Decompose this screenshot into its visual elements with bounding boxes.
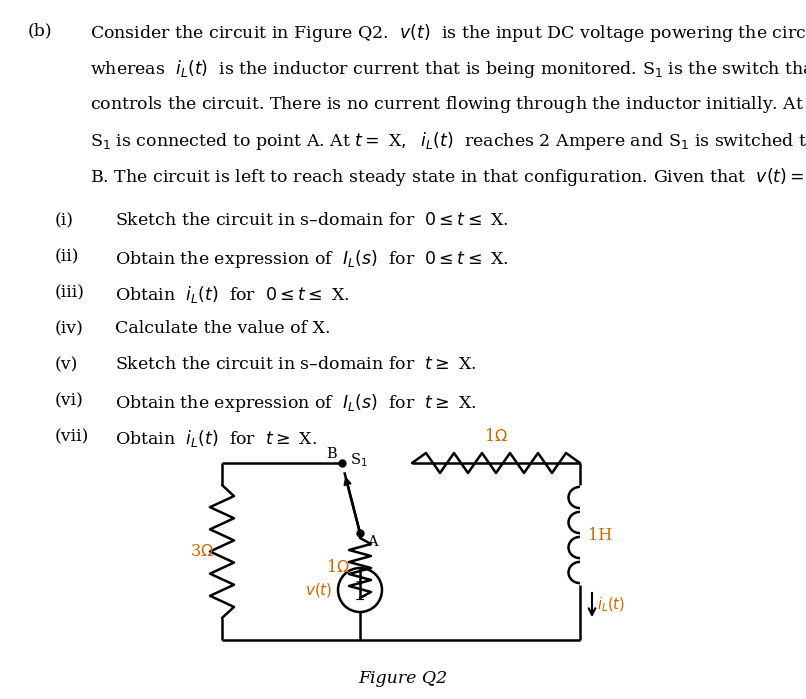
Text: Obtain  $i_L(t)$  for  $0 \leq t \leq$ X.: Obtain $i_L(t)$ for $0 \leq t \leq$ X. [115, 284, 350, 305]
Text: Figure Q2: Figure Q2 [359, 670, 447, 687]
Text: Obtain the expression of  $I_L(s)$  for  $t \geq$ X.: Obtain the expression of $I_L(s)$ for $t… [115, 392, 476, 414]
Text: S$_1$ is connected to point A. At $t =$ X$,$  $i_L(t)$  reaches 2 Ampere and S$_: S$_1$ is connected to point A. At $t =$ … [90, 130, 806, 152]
Text: B. The circuit is left to reach steady state in that configuration. Given that  : B. The circuit is left to reach steady s… [90, 166, 806, 188]
Text: (vi): (vi) [55, 392, 84, 409]
Text: +: + [355, 575, 365, 589]
Text: (iii): (iii) [55, 284, 85, 301]
Text: 1$\Omega$: 1$\Omega$ [326, 559, 350, 577]
Text: $v(t)$: $v(t)$ [305, 581, 333, 599]
Text: S$_1$: S$_1$ [350, 451, 368, 469]
Text: $i_L(t)$: $i_L(t)$ [597, 596, 625, 614]
Text: (v): (v) [55, 356, 78, 373]
Text: (ii): (ii) [55, 248, 80, 265]
Text: (iv): (iv) [55, 320, 84, 337]
Text: 3$\Omega$: 3$\Omega$ [190, 543, 214, 560]
Text: (i): (i) [55, 212, 74, 229]
Text: whereas  $i_L(t)$  is the inductor current that is being monitored. S$_1$ is the: whereas $i_L(t)$ is the inductor current… [90, 58, 806, 80]
Text: $-$: $-$ [355, 593, 366, 605]
Text: 1H: 1H [588, 526, 613, 544]
Text: Obtain the expression of  $I_L(s)$  for  $0 \leq t \leq$ X.: Obtain the expression of $I_L(s)$ for $0… [115, 248, 509, 270]
Text: B: B [326, 447, 337, 461]
Text: Sketch the circuit in s–domain for  $0 \leq t \leq$ X.: Sketch the circuit in s–domain for $0 \l… [115, 212, 509, 229]
Text: (vii): (vii) [55, 428, 89, 445]
Text: Obtain  $i_L(t)$  for  $t \geq$ X.: Obtain $i_L(t)$ for $t \geq$ X. [115, 428, 318, 449]
Text: Sketch the circuit in s–domain for  $t \geq$ X.: Sketch the circuit in s–domain for $t \g… [115, 356, 476, 373]
Text: A: A [367, 535, 378, 549]
Text: Consider the circuit in Figure Q2.  $v(t)$  is the input DC voltage powering the: Consider the circuit in Figure Q2. $v(t)… [90, 22, 806, 44]
Text: Calculate the value of X.: Calculate the value of X. [115, 320, 330, 337]
Text: 1$\Omega$: 1$\Omega$ [484, 428, 508, 445]
Text: (b): (b) [28, 22, 52, 39]
Text: controls the circuit. There is no current flowing through the inductor initially: controls the circuit. There is no curren… [90, 94, 806, 115]
